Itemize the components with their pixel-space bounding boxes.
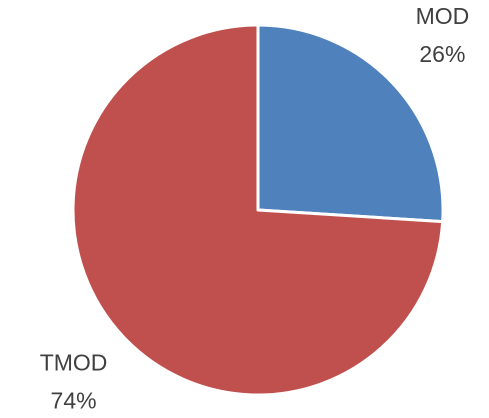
pie-slice — [256, 23, 445, 224]
slice-category-label: MOD — [416, 3, 470, 29]
slice-category-label: TMOD — [40, 349, 108, 375]
pie-slice — [71, 23, 445, 397]
slice-value-label: 74% — [51, 387, 97, 413]
slice-value-label: 26% — [419, 41, 465, 67]
